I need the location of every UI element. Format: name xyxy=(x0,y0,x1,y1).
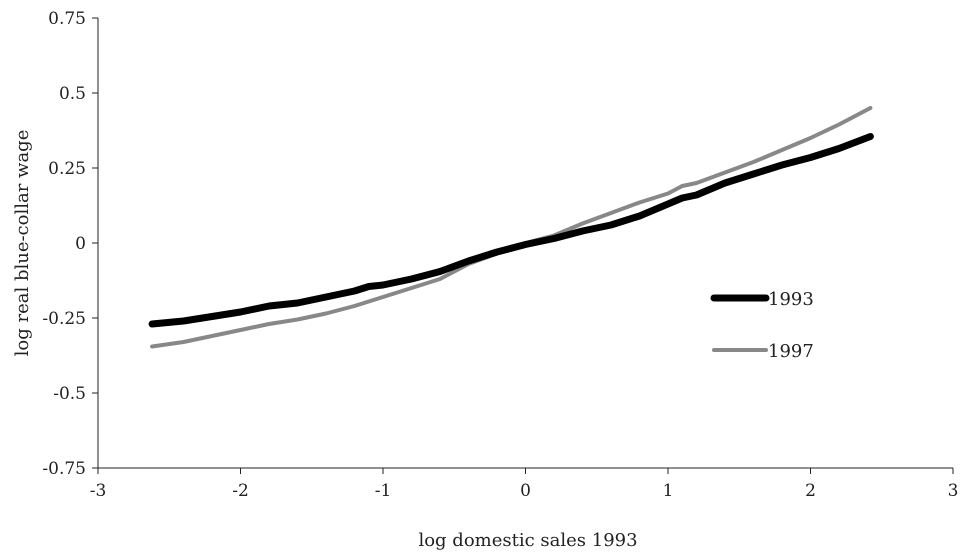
y-tick-label: 0.75 xyxy=(48,9,86,29)
legend: 1993 1997 xyxy=(710,289,814,362)
y-tick-label: 0.5 xyxy=(59,84,86,104)
series-layer xyxy=(148,106,874,349)
y-tick-label: 0.25 xyxy=(48,159,86,179)
y-axis-title: log real blue-collar wage xyxy=(12,130,33,357)
x-tick-label: -1 xyxy=(375,481,392,501)
x-tick-label: 1 xyxy=(663,481,674,501)
y-tick-label: -0.5 xyxy=(53,384,86,404)
x-tick-label: 2 xyxy=(805,481,816,501)
y-tick-label: 0 xyxy=(75,234,86,254)
y-axis: -0.75 -0.5 -0.25 0 0.25 0.5 0.75 xyxy=(42,9,99,479)
x-axis-title: log domestic sales 1993 xyxy=(418,530,637,551)
y-tick-label: -0.25 xyxy=(42,309,86,329)
x-axis: -3 -2 -1 0 1 2 3 xyxy=(90,467,959,501)
x-tick-label: 3 xyxy=(948,481,959,501)
y-tick-label: -0.75 xyxy=(42,459,86,479)
series-line-1993 xyxy=(148,133,874,328)
legend-label-1993: 1993 xyxy=(768,289,814,310)
x-tick-label: 0 xyxy=(520,481,531,501)
legend-label-1997: 1997 xyxy=(768,341,814,362)
x-tick-label: -2 xyxy=(232,481,249,501)
x-tick-label: -3 xyxy=(90,481,107,501)
